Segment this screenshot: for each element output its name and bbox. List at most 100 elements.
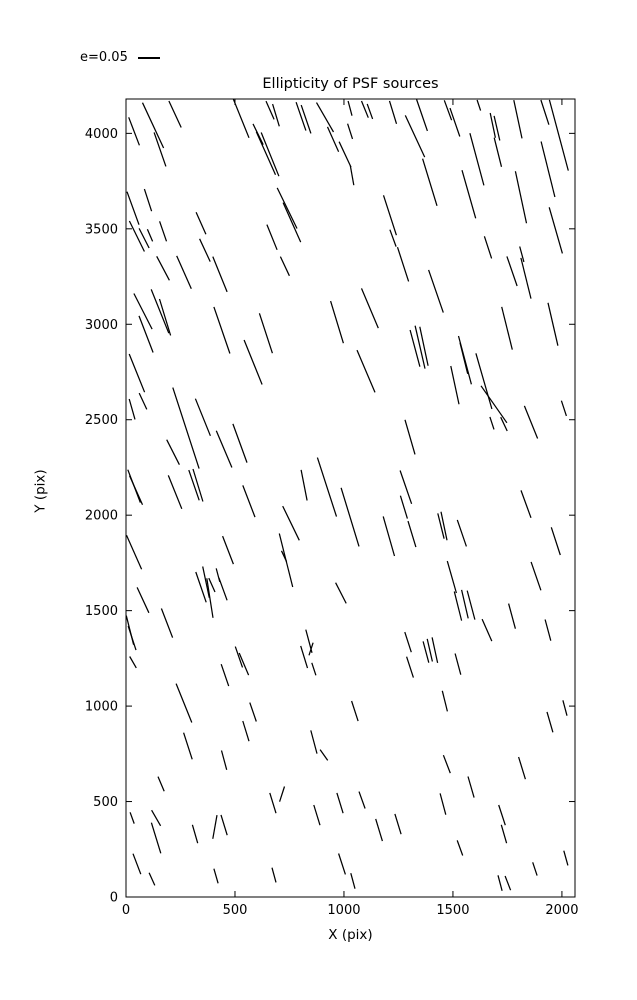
axes-frame [125,98,576,898]
whisker [335,582,347,604]
whisker [279,256,290,277]
whisker [409,329,421,367]
y-tick-label: 4000 [85,127,118,142]
whisker [338,853,346,875]
x-axis-label: X (pix) [328,927,373,943]
whisker [192,468,204,502]
x-tick-label: 500 [223,903,248,918]
whisker [562,700,568,716]
whisker [260,132,280,177]
whisker [148,872,156,886]
whisker [500,824,508,844]
whisker [407,520,417,548]
whisker [282,505,300,541]
whisker [437,513,445,539]
whisker [265,100,275,120]
whisker [282,202,302,243]
whisker [459,342,469,374]
whisker [129,656,137,669]
whisker [127,625,137,651]
whisker [238,652,250,676]
whisker [194,398,211,437]
whisker [191,824,199,844]
whisker [443,100,453,121]
whisker [442,754,451,774]
whisker [202,566,210,598]
whisker [313,804,321,826]
whisker [349,165,355,186]
whisker [151,809,162,827]
whisker [366,103,374,120]
whisker [300,469,308,501]
whisker [453,591,463,621]
whisker [489,416,495,430]
whisker [382,516,396,557]
whisker [157,776,165,792]
whisker [128,398,136,420]
whisker [129,812,135,824]
whisker [279,786,286,802]
whisker [168,100,182,128]
whisker [276,187,298,229]
whisker [143,188,153,212]
whisker [440,511,448,541]
whisker [507,603,517,629]
whisker [128,353,146,393]
whisker [481,618,493,642]
y-tick-label: 3500 [85,222,118,237]
whisker [446,560,458,594]
whisker [520,490,532,519]
whisker [128,220,145,252]
whisker [497,875,503,891]
whisker [126,191,140,225]
whisker [431,637,439,664]
whisker [176,255,192,290]
whisker [347,123,354,140]
whisker [422,641,430,663]
whisker [199,238,211,262]
whisker [467,776,475,798]
whisker [514,171,528,224]
whisker [132,853,142,875]
y-tick-label: 2500 [85,413,118,428]
y-tick-label: 2000 [85,509,118,524]
whisker [456,840,464,856]
whisker [548,207,564,254]
whisker [428,269,444,313]
whisker [166,439,180,465]
whisker [160,608,174,638]
whisker [272,103,280,127]
whisker [375,818,383,842]
chart-title: Ellipticity of PSF sources [262,76,439,92]
whisker [450,365,460,405]
whisker [466,590,476,620]
whisker [316,457,338,517]
whisker [195,571,207,603]
whisker [266,224,278,251]
whisker [396,247,410,282]
whisker [404,419,416,455]
whisker [461,170,477,219]
whisker [493,115,501,141]
whisker [520,257,532,299]
whisker [243,339,263,385]
whisker [414,325,426,369]
whisker [138,392,148,410]
whisker [498,804,506,826]
whisker [330,300,344,344]
whisker [439,793,447,815]
whisker [249,702,257,722]
whisker [500,416,508,432]
whisker [548,99,569,171]
whisker [422,158,438,206]
whisker [138,228,150,249]
whisker [382,195,397,236]
whisker [156,256,170,281]
whisker [454,653,462,675]
whisker [280,550,288,562]
whisker [388,100,398,124]
whisker [426,638,434,662]
whisker [523,405,539,439]
whisker [419,326,429,366]
tick-label-group: 0 500 1000 1500 2000 0 500 1000 1500 2000 2500 3000… [85,127,579,918]
